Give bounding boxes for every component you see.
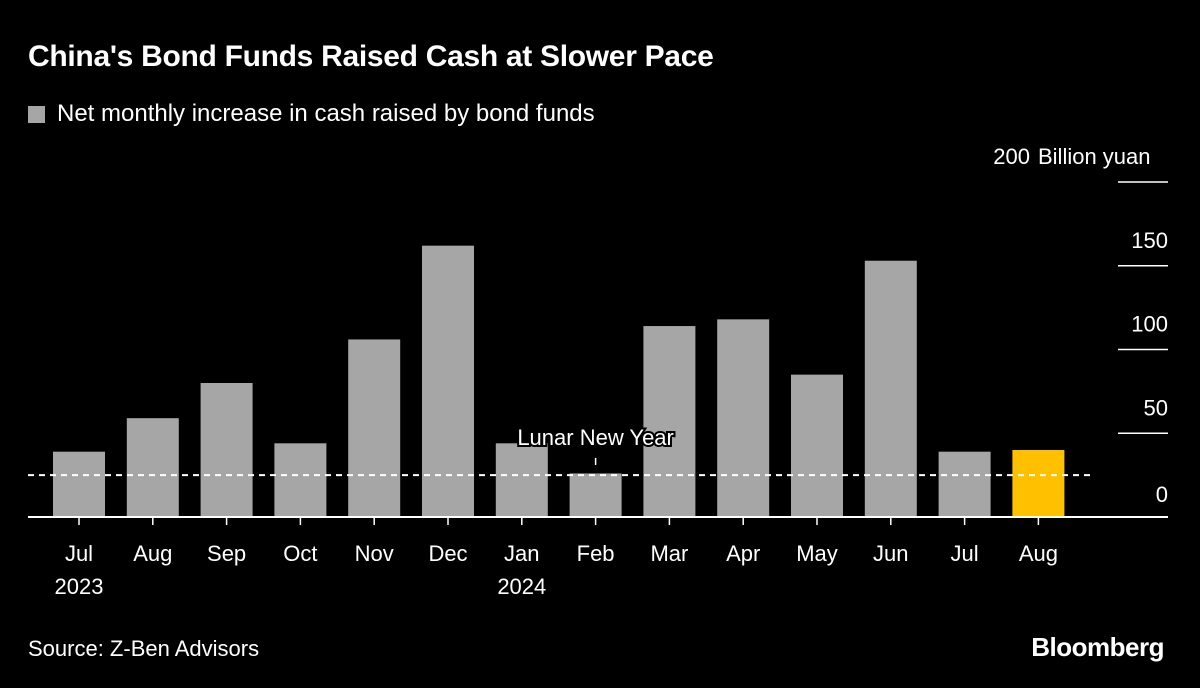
legend-label: Net monthly increase in cash raised by b… <box>57 100 595 127</box>
x-year-label: 2024 <box>497 574 546 599</box>
axis <box>28 516 1168 525</box>
x-tick-label: Jul <box>951 541 979 566</box>
bar <box>422 245 474 517</box>
y-tick-label: 100 <box>1131 312 1168 337</box>
axis-labels: 0 50 100 150 200 Billion yuan Jul 2023 Aug Sep Oct… <box>55 144 1168 599</box>
x-tick-label: Nov <box>355 541 394 566</box>
bar <box>126 418 179 517</box>
x-tick-label: Jan <box>504 541 539 566</box>
gridlines <box>1118 181 1168 434</box>
bar <box>938 451 991 517</box>
y-tick-label: 50 <box>1144 395 1168 420</box>
x-year-label: 2023 <box>55 574 104 599</box>
reference-layer: Lunar New Year <box>28 423 1090 477</box>
bar <box>53 451 105 517</box>
bar <box>274 443 327 517</box>
legend: Net monthly increase in cash raised by b… <box>28 100 595 128</box>
x-tick-label: Feb <box>577 541 615 566</box>
bar <box>1012 450 1065 517</box>
x-tick-label: Oct <box>283 541 317 566</box>
bar <box>864 260 917 517</box>
chart-title: China's Bond Funds Raised Cash at Slower… <box>28 40 714 73</box>
bars <box>53 245 1065 517</box>
bar <box>348 339 401 517</box>
bar <box>569 473 622 517</box>
y-tick-label: 200 <box>993 144 1030 169</box>
x-tick-label: Jun <box>873 541 908 566</box>
bar <box>791 374 843 517</box>
y-tick-label: 150 <box>1131 228 1168 253</box>
legend-swatch <box>28 105 45 123</box>
x-tick-label: Jul <box>65 541 93 566</box>
x-tick-label: May <box>796 541 838 566</box>
annotation-label: Lunar New Year <box>517 425 674 450</box>
bar <box>200 383 253 517</box>
bar <box>717 319 770 517</box>
source-note: Source: Z-Ben Advisors <box>28 636 260 661</box>
bar <box>495 443 548 517</box>
x-tick-label: Aug <box>133 541 172 566</box>
x-tick-label: Dec <box>428 541 467 566</box>
x-tick-label: Apr <box>726 541 760 566</box>
bar <box>643 326 696 517</box>
bloomberg-logo: Bloomberg <box>1031 632 1164 662</box>
y-unit-label: Billion yuan <box>1038 144 1151 169</box>
x-tick-label: Mar <box>650 541 688 566</box>
y-tick-label: 0 <box>1156 482 1168 507</box>
x-tick-label: Sep <box>207 541 246 566</box>
x-tick-label: Aug <box>1019 541 1058 566</box>
